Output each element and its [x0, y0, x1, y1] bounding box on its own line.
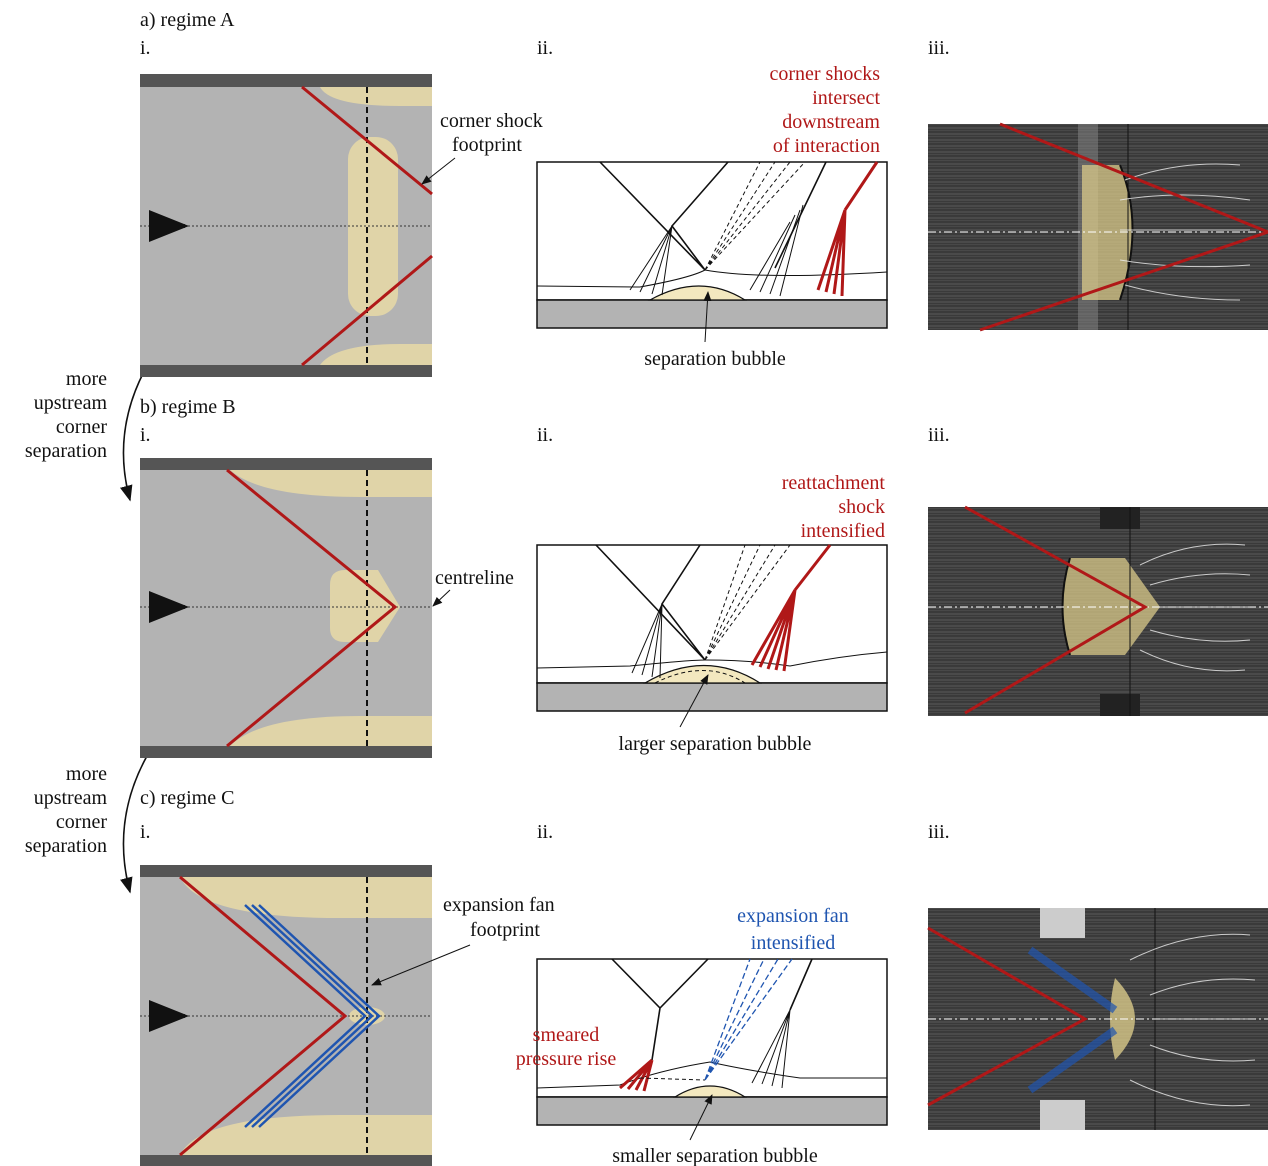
label: smaller separation bubble	[612, 1145, 818, 1166]
label: upstream	[34, 392, 108, 414]
shape	[1100, 694, 1140, 716]
label: c) regime C	[140, 787, 234, 809]
label: corner shock	[440, 110, 543, 132]
label: reattachment	[782, 472, 886, 494]
shape	[1040, 908, 1085, 938]
label: footprint	[470, 919, 540, 941]
label: pressure rise	[516, 1048, 617, 1070]
label: iii.	[928, 424, 950, 446]
shape	[1040, 1100, 1085, 1130]
label: intensified	[751, 932, 835, 954]
label: i.	[140, 37, 151, 59]
label: a) regime A	[140, 9, 235, 31]
label: iii.	[928, 821, 950, 843]
label: intensified	[801, 520, 885, 542]
label: shock	[838, 496, 885, 518]
shape	[537, 545, 887, 683]
shape	[140, 365, 432, 377]
label: footprint	[452, 134, 522, 156]
label: upstream	[34, 787, 108, 809]
label: b) regime B	[140, 396, 236, 418]
label: downstream	[782, 111, 880, 133]
transition-b-c: more upstream corner separation	[25, 735, 160, 892]
shape	[140, 458, 432, 470]
shape	[140, 865, 432, 877]
shape	[537, 1097, 887, 1125]
figure: more upstream corner separation more ups…	[0, 0, 1268, 1166]
transition-a-b: more upstream corner separation	[25, 345, 160, 500]
shape	[140, 746, 432, 758]
label: of interaction	[773, 135, 880, 157]
label: corner	[56, 416, 107, 438]
label: more	[66, 763, 107, 785]
label: larger separation bubble	[619, 733, 812, 755]
label: intersect	[812, 87, 880, 109]
label: centreline	[435, 567, 514, 589]
label: i.	[140, 424, 151, 446]
label: iii.	[928, 37, 950, 59]
label: separation	[25, 440, 107, 462]
shape	[537, 683, 887, 711]
label: smeared	[533, 1024, 600, 1046]
shape	[140, 74, 432, 87]
label: separation	[25, 835, 107, 857]
label: corner	[56, 811, 107, 833]
label: ii.	[537, 37, 553, 59]
shape	[1100, 507, 1140, 529]
label: ii.	[537, 424, 553, 446]
label: expansion fan	[737, 905, 849, 927]
shape	[433, 590, 450, 606]
panel-c: c) regime C i. ii. iii. expansion fan fo…	[140, 787, 1268, 1166]
shape	[140, 1155, 432, 1166]
label: expansion fan	[443, 894, 555, 916]
label: corner shocks	[769, 63, 880, 85]
label: i.	[140, 821, 151, 843]
label: separation bubble	[644, 348, 786, 370]
panel-a: a) regime A i. ii. iii. corner shock foo…	[140, 9, 1268, 377]
shape	[537, 300, 887, 328]
label: more	[66, 368, 107, 390]
label: ii.	[537, 821, 553, 843]
panel-b: b) regime B i. ii. iii. centreline reatt…	[140, 396, 1268, 758]
